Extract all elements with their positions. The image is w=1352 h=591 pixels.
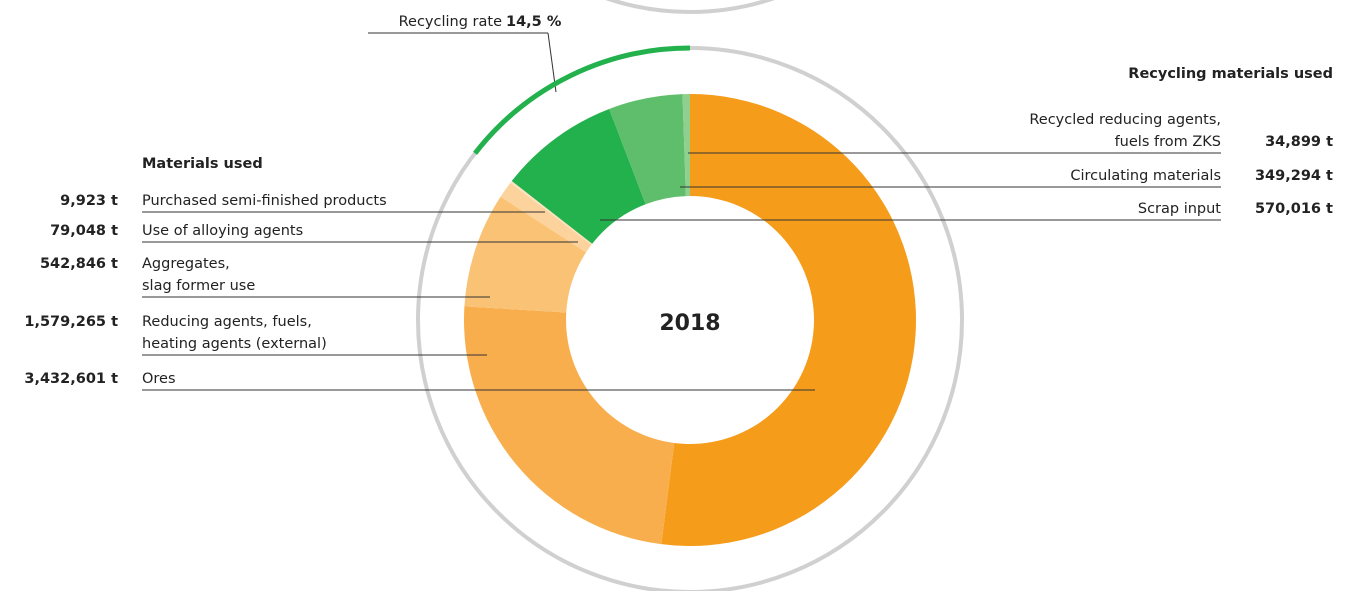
value-label: 9,923 t: [60, 193, 118, 209]
value-label: 34,899 t: [1265, 134, 1333, 150]
rate-label: Recycling rate: [399, 14, 502, 30]
donut: [463, 94, 916, 546]
item-label: Reducing agents, fuels,: [142, 314, 312, 330]
donut-segment: [682, 94, 690, 197]
donut-segment: [464, 196, 587, 313]
item-label: Purchased semi-finished products: [142, 193, 387, 209]
decor-ring: [605, 0, 775, 14]
donut-segment: [510, 181, 593, 245]
item-label: Circulating materials: [1070, 168, 1221, 184]
item-label: Use of alloying agents: [142, 223, 303, 239]
item-label: Scrap input: [1138, 201, 1221, 217]
group-title: Materials used: [142, 156, 263, 172]
value-label: 349,294 t: [1255, 168, 1333, 184]
item-label: slag former use: [142, 278, 255, 294]
donut-segment: [511, 108, 646, 244]
item-label: Aggregates,: [142, 256, 230, 272]
center-label: 2018: [659, 311, 720, 336]
item-label: Recycled reducing agents,: [1029, 112, 1221, 128]
donut-segment: [661, 94, 916, 546]
group-title: Recycling materials used: [1128, 66, 1333, 82]
value-label: 570,016 t: [1255, 201, 1333, 217]
value-label: 79,048 t: [50, 223, 118, 239]
value-label: 542,846 t: [40, 256, 118, 272]
value-label: 1,579,265 t: [24, 314, 118, 330]
donut-segment: [609, 94, 686, 205]
value-label: 3,432,601 t: [24, 371, 118, 387]
donut-segment: [500, 182, 592, 253]
item-label: Ores: [142, 371, 176, 387]
rate-arc: [473, 45, 691, 155]
item-label: fuels from ZKS: [1115, 134, 1221, 150]
item-label: heating agents (external): [142, 336, 327, 352]
rate-value: 14,5 %: [506, 14, 562, 30]
donut-segment: [463, 306, 675, 545]
